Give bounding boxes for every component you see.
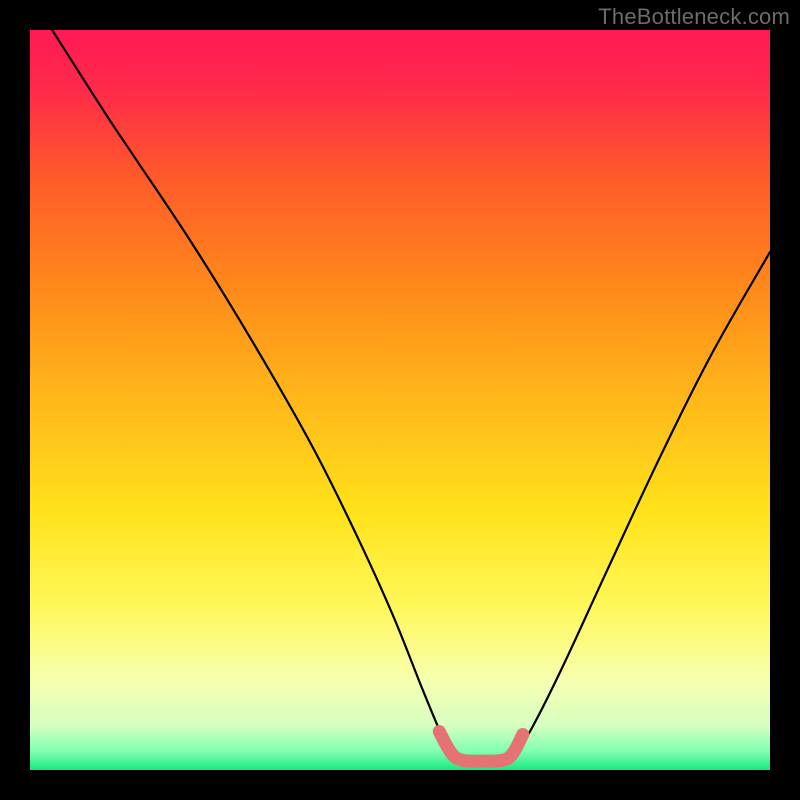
watermark-text: TheBottleneck.com <box>598 4 790 30</box>
chart-stage: TheBottleneck.com <box>0 0 800 800</box>
bottleneck-chart <box>0 0 800 800</box>
